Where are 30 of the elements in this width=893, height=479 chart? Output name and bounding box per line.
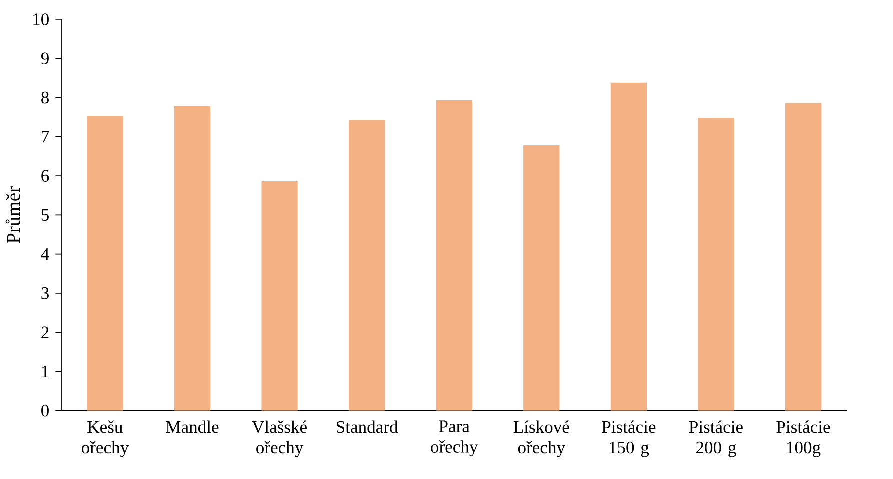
bar	[785, 103, 822, 411]
y-tick-label: 3	[42, 287, 49, 300]
x-tick-label: Pistácie 200 g	[689, 420, 743, 458]
x-tick-label: Pistácie 100g	[776, 420, 830, 458]
x-tick-label: Standard	[337, 420, 398, 434]
x-tick-label: Para ořechy	[431, 420, 478, 457]
bar	[610, 82, 647, 411]
y-axis-title: Průměr	[6, 186, 20, 244]
y-tick-label: 10	[34, 14, 49, 26]
y-tick-label: 7	[42, 131, 50, 143]
y-tick-label: 5	[42, 209, 49, 221]
y-tick-label: 6	[42, 170, 50, 182]
y-tick-label: 1	[42, 366, 49, 378]
x-tick-label: Vlašské ořechy	[252, 420, 307, 458]
x-tick-label: Mandle	[166, 420, 219, 434]
x-tick-label: Kešu ořechy	[82, 420, 130, 458]
bar	[349, 120, 386, 411]
y-tick-label: 0	[42, 404, 49, 417]
y-tick-label: 4	[41, 248, 50, 260]
bar	[524, 145, 560, 411]
bar	[87, 116, 124, 411]
x-tick-label: Lískové ořechy	[514, 420, 570, 458]
bar	[698, 118, 734, 411]
y-tick-label: 8	[42, 92, 49, 104]
bar	[262, 181, 298, 411]
x-tick-label: Pistácie 150 g	[602, 420, 656, 458]
bar	[174, 106, 211, 411]
y-tick-label: 9	[41, 52, 49, 64]
bar	[436, 100, 472, 411]
y-tick-label: 2	[42, 326, 49, 338]
